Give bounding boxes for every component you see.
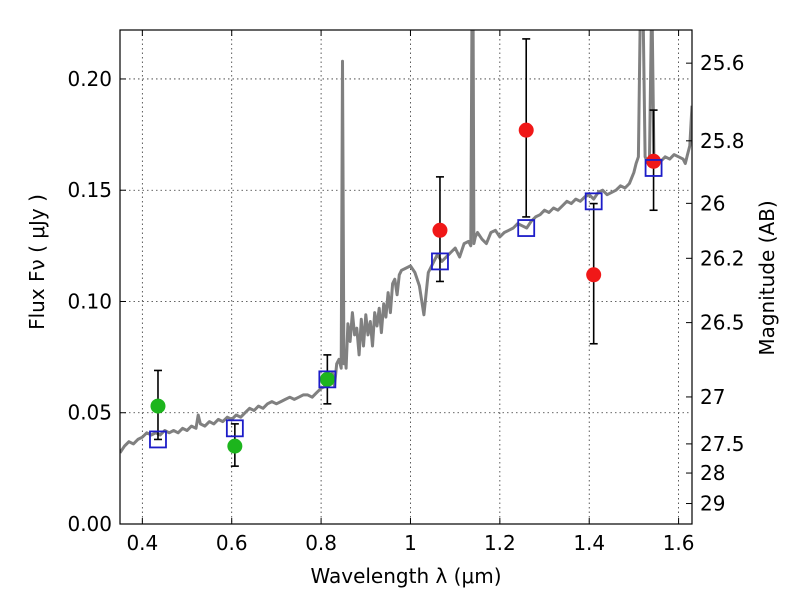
- data-point: [646, 153, 662, 169]
- x-tick-label: 0.4: [126, 531, 158, 555]
- model-square: [225, 419, 244, 438]
- right-tick-label: 27.5: [700, 432, 745, 456]
- right-axis-label: Magnitude (AB): [755, 200, 779, 355]
- data-point: [586, 267, 602, 283]
- plot-frame: [119, 29, 693, 525]
- y-tick-label: 0.00: [67, 512, 112, 536]
- data-point: [150, 398, 166, 414]
- x-tick-label: 1.4: [573, 531, 605, 555]
- right-tick-label: 25.8: [700, 129, 745, 153]
- y-tick-label: 0.10: [67, 289, 112, 313]
- model-square: [584, 192, 603, 211]
- x-tick-label: 0.8: [305, 531, 337, 555]
- right-tick-label: 28: [700, 461, 725, 485]
- x-tick-label: 1: [404, 531, 417, 555]
- right-tick-label: 27: [700, 385, 725, 409]
- spectrum-line: [120, 30, 692, 454]
- model-square: [517, 219, 536, 237]
- right-tick-label: 26.5: [700, 311, 745, 335]
- model-square: [644, 159, 663, 177]
- x-tick-label: 1.6: [663, 531, 695, 555]
- data-point: [227, 438, 243, 454]
- x-tick-label: 0.6: [216, 531, 248, 555]
- data-point: [319, 371, 335, 387]
- x-tick-label: 1.2: [484, 531, 516, 555]
- data-point: [518, 122, 534, 138]
- plot-area: [120, 30, 692, 524]
- spectrum-layer: [120, 30, 692, 454]
- markers: [149, 122, 663, 454]
- right-tick-label: 25.6: [700, 51, 745, 75]
- model-square: [149, 430, 167, 449]
- right-tick-label: 29: [700, 492, 725, 516]
- data-point: [432, 222, 448, 238]
- x-axis-label: Wavelength λ (μm): [310, 564, 501, 588]
- y-axis-label: Flux Fν ( μJy ): [25, 194, 49, 330]
- y-tick-label: 0.15: [67, 178, 112, 202]
- model-square: [431, 252, 449, 271]
- right-tick-label: 26.2: [700, 246, 745, 270]
- ticks: [120, 30, 692, 525]
- y-tick-label: 0.20: [67, 67, 112, 91]
- tick-labels: 0.4 0.6 0.8 1 1.2 1.4 1.6 0.00 0.05 0.10 0.15 0.20 2…: [67, 51, 744, 555]
- right-tick-label: 26: [700, 191, 725, 215]
- y-tick-label: 0.05: [67, 401, 112, 425]
- model-square: [318, 370, 337, 389]
